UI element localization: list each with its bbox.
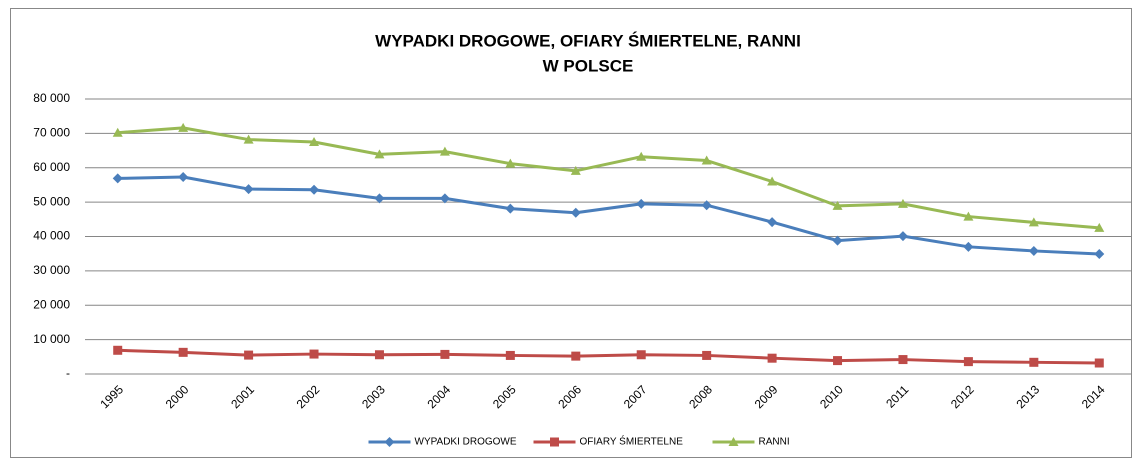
marker [505,203,516,214]
marker [505,158,516,168]
legend-label: OFIARY ŚMIERTELNE [580,435,684,448]
marker [963,211,974,221]
chart-title: WYPADKI DROGOWE, OFIARY ŚMIERTELNE, RANN… [375,31,801,50]
marker [963,241,974,252]
marker [1094,249,1105,260]
y-tick-label: 50 000 [33,194,70,208]
marker [833,356,843,366]
marker [728,437,739,446]
marker [767,217,778,228]
chart-title: W POLSCE [543,56,634,75]
y-tick-label: 30 000 [33,263,70,277]
marker [1029,357,1039,367]
marker [897,231,908,242]
legend-label: WYPADKI DROGOWE [415,437,517,448]
marker [897,198,908,208]
marker [898,355,908,365]
marker [636,350,646,360]
series-line [117,348,1100,365]
marker [505,350,515,360]
series-line [117,175,1100,256]
marker [832,235,843,246]
marker [178,122,189,132]
marker [374,193,385,204]
marker [570,207,581,218]
marker [243,184,254,195]
marker [309,349,319,359]
marker [178,172,189,183]
marker [702,350,712,360]
marker [832,200,843,210]
marker [243,134,254,144]
marker [636,198,647,209]
marker [112,127,123,137]
y-tick-label: 60 000 [33,160,70,174]
marker [1028,245,1039,256]
y-tick-label: 10 000 [33,332,70,346]
marker [1094,222,1105,232]
marker [1028,217,1039,227]
marker [439,146,450,156]
marker [374,350,384,360]
marker [112,173,123,184]
marker [636,151,647,161]
marker [439,193,450,204]
marker [550,437,559,447]
marker [767,353,777,363]
y-tick-label: 70 000 [33,126,70,140]
marker [440,349,450,359]
marker [374,149,385,159]
y-tick-label: - [66,366,70,380]
series-line [117,126,1100,230]
marker [963,357,973,367]
marker [309,184,320,195]
marker [701,155,712,165]
y-tick-label: 80 000 [33,91,70,105]
chart-frame [10,8,1132,458]
y-tick-label: 20 000 [33,297,70,311]
marker [113,345,123,355]
legend-label: RANNI [759,437,790,448]
marker [384,437,395,447]
marker [701,200,712,211]
marker [767,176,778,186]
y-tick-label: 40 000 [33,229,70,243]
marker [570,165,581,175]
marker [571,351,581,361]
marker [244,350,254,360]
marker [1094,358,1104,368]
marker [309,136,320,146]
marker [178,347,188,357]
